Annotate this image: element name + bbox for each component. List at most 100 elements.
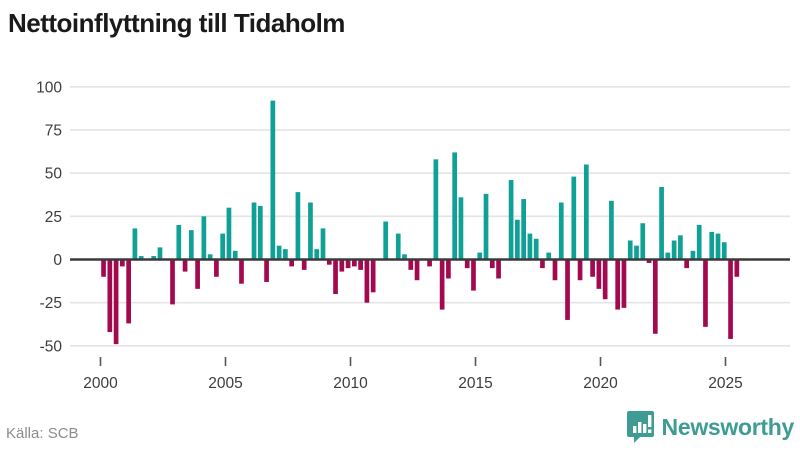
bar-negative bbox=[728, 259, 733, 339]
bar-negative bbox=[364, 259, 370, 303]
bar-positive bbox=[201, 216, 207, 260]
y-tick-label: 100 bbox=[36, 79, 62, 96]
bar-positive bbox=[188, 230, 194, 260]
x-axis-tick-labels: 2000 2005 2010 2015 2020 2025 bbox=[83, 357, 743, 392]
bar-negative bbox=[734, 259, 740, 277]
bar-positive bbox=[721, 242, 727, 260]
bar-positive bbox=[320, 228, 326, 260]
bar-negative bbox=[446, 259, 451, 279]
bar-positive bbox=[452, 152, 458, 260]
brand-name: Newsworthy bbox=[661, 413, 795, 440]
bar-negative bbox=[703, 259, 708, 327]
bar-negative bbox=[101, 259, 106, 277]
bar-negative bbox=[370, 259, 376, 293]
bar-positive bbox=[276, 245, 282, 260]
bar-positive bbox=[483, 193, 489, 260]
bar-negative bbox=[339, 259, 345, 272]
bar-negative bbox=[107, 259, 113, 333]
bar-negative bbox=[408, 259, 414, 270]
bar-positive bbox=[132, 228, 138, 260]
bar-negative bbox=[358, 259, 363, 270]
bar-positive bbox=[527, 233, 533, 260]
y-tick-label: 75 bbox=[45, 122, 62, 139]
bar-negative bbox=[646, 259, 652, 263]
x-tick-label: 2010 bbox=[333, 375, 368, 392]
bar-positive bbox=[232, 250, 238, 260]
bar-positive bbox=[571, 176, 577, 260]
bar-positive bbox=[433, 159, 439, 260]
bar-negative bbox=[182, 259, 188, 272]
bar-positive bbox=[402, 254, 407, 260]
bar-positive bbox=[395, 233, 401, 260]
bar-negative bbox=[113, 259, 119, 345]
y-tick-label: 50 bbox=[45, 166, 63, 183]
bar-positive bbox=[458, 197, 464, 260]
bar-positive bbox=[295, 192, 301, 260]
bar-positive bbox=[709, 231, 715, 260]
y-tick-label: -50 bbox=[40, 338, 63, 355]
bar-positive bbox=[640, 223, 646, 260]
bar-positive bbox=[609, 200, 614, 260]
bar-negative bbox=[602, 259, 608, 300]
bar-positive bbox=[583, 164, 589, 260]
bar-positive bbox=[308, 202, 313, 260]
bar-negative bbox=[264, 259, 269, 282]
newsworthy-logo-icon bbox=[626, 411, 654, 443]
footer: Källa: SCB Newsworthy bbox=[0, 404, 800, 450]
bar-positive bbox=[138, 256, 144, 260]
bar-negative bbox=[684, 259, 690, 269]
bar-negative bbox=[214, 259, 219, 277]
y-axis-tick-labels: 100 75 50 25 0 -25 -50 bbox=[36, 79, 62, 355]
bar-positive bbox=[207, 254, 213, 260]
chart-title: Nettoinflyttning till Tidaholm bbox=[8, 8, 345, 38]
bar-positive bbox=[659, 186, 664, 260]
bar-negative bbox=[489, 259, 495, 269]
bar-positive bbox=[226, 207, 232, 260]
x-tick-label: 2015 bbox=[458, 375, 492, 392]
bar-positive bbox=[678, 235, 683, 260]
bar-negative bbox=[333, 259, 338, 295]
bar-positive bbox=[546, 252, 552, 260]
bar-negative bbox=[427, 259, 432, 267]
bar-negative bbox=[326, 259, 332, 265]
y-tick-label: 25 bbox=[45, 209, 62, 226]
y-tick-label: 0 bbox=[53, 252, 62, 269]
bar-negative bbox=[540, 259, 545, 269]
bar-positive bbox=[558, 202, 564, 260]
y-tick-label: -25 bbox=[40, 295, 62, 312]
bar-positive bbox=[270, 100, 276, 260]
bar-positive bbox=[634, 245, 639, 260]
bar-positive bbox=[283, 249, 288, 260]
bar-positive bbox=[251, 202, 257, 260]
bar-negative bbox=[120, 259, 125, 267]
bar-negative bbox=[301, 259, 307, 270]
bar-positive bbox=[477, 252, 483, 260]
x-tick-label: 2000 bbox=[83, 375, 118, 392]
bar-positive bbox=[671, 240, 677, 260]
bar-negative bbox=[652, 259, 658, 334]
bar-positive bbox=[521, 199, 526, 260]
bar-negative bbox=[552, 259, 558, 281]
bar-positive bbox=[715, 233, 721, 260]
bar-negative bbox=[615, 259, 621, 310]
gridlines bbox=[70, 86, 790, 347]
bar-negative bbox=[414, 259, 420, 281]
bar-positive bbox=[508, 180, 514, 260]
bar-negative bbox=[126, 259, 131, 324]
bar-positive bbox=[515, 219, 520, 260]
bar-negative bbox=[590, 259, 595, 277]
bar-negative bbox=[439, 259, 445, 310]
bar-negative bbox=[345, 259, 351, 269]
bar-negative bbox=[471, 259, 476, 291]
bar-negative bbox=[239, 259, 244, 284]
bar-negative bbox=[565, 259, 570, 320]
x-tick-label: 2005 bbox=[208, 375, 242, 392]
bar-positive bbox=[314, 249, 320, 260]
bar-positive bbox=[627, 240, 633, 260]
bars bbox=[101, 100, 740, 345]
bar-negative bbox=[621, 259, 627, 308]
bar-negative bbox=[596, 259, 602, 289]
bar-positive bbox=[176, 224, 182, 260]
